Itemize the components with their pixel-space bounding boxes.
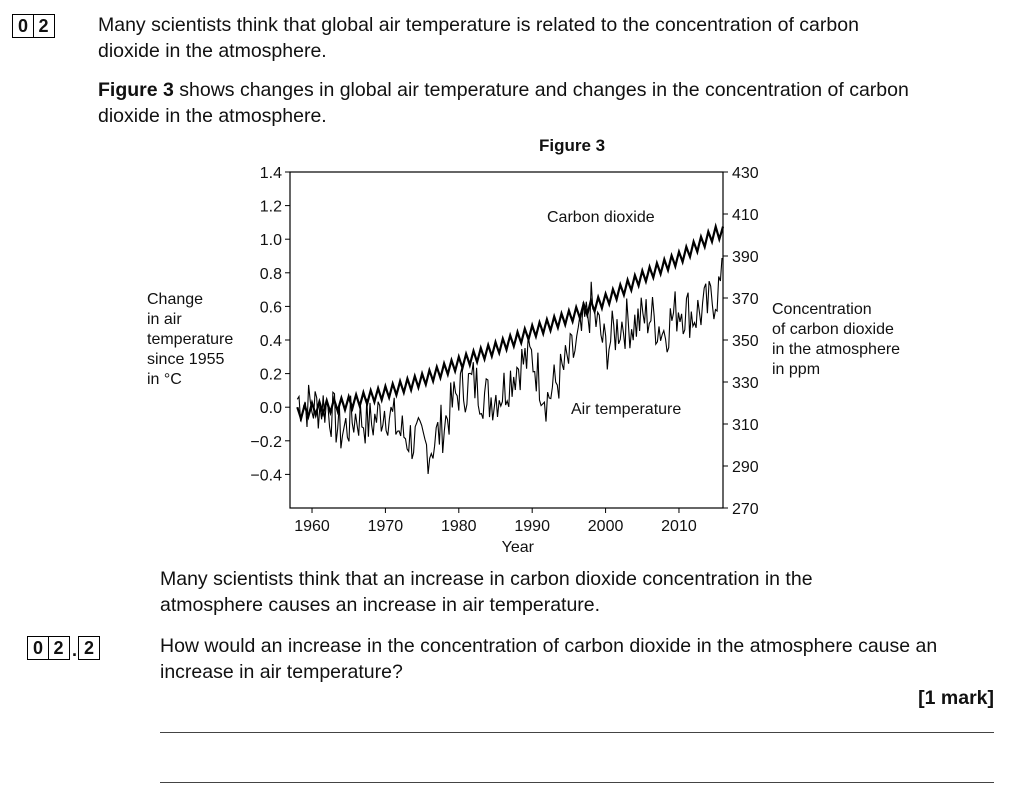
marks-label: [1 mark] [918,687,994,709]
statement-text: Many scientists think that an increase i… [160,568,813,616]
left-axis-tick-label: 1.0 [260,232,282,249]
left-axis-title-line: in air [147,311,182,328]
subquestion-number-digit: 0 [27,636,49,660]
question-number-box: 0 2 [12,14,55,38]
answer-line[interactable] [160,732,994,733]
right-axis-title-line: in ppm [772,361,820,378]
subquestion-number-digit: 2 [47,636,70,660]
right-axis-tick-label: 270 [732,501,759,518]
left-axis-tick-label: −0.4 [250,467,282,484]
x-axis-title: Year [502,539,535,556]
x-axis-tick-label: 1990 [514,518,550,535]
left-axis-tick-label: −0.2 [250,434,282,451]
figure-reference-bold: Figure 3 [98,79,174,101]
temperature-series-line [296,257,723,475]
co2-series-line [296,222,725,423]
figure-reference-paragraph: Figure 3 shows changes in global air tem… [98,78,928,129]
co2-series-label: Carbon dioxide [547,209,655,226]
x-axis-tick-label: 1960 [294,518,330,535]
x-axis-tick-label: 2000 [588,518,624,535]
right-axis-tick-label: 430 [732,165,759,182]
right-axis-tick-label: 390 [732,249,759,266]
left-axis-tick-label: 1.4 [260,165,282,182]
left-axis-tick-label: 1.2 [260,199,282,216]
left-axis-title-line: temperature [147,331,233,348]
left-axis-title-line: in °C [147,371,182,388]
right-axis-title-line: of carbon dioxide [772,321,894,338]
answer-line[interactable] [160,782,994,783]
figure-chart: 1.4 1.2 1.0 0.8 0.6 0.4 0.2 0.0 −0.2 −0.4 430 410 39… [147,165,900,556]
left-axis-tick-label: 0.6 [260,299,282,316]
right-axis-title-line: in the atmosphere [772,341,900,358]
right-axis-tick-label: 370 [732,291,759,308]
left-axis-title-line: since 1955 [147,351,224,368]
subquestion-number-digit: 2 [78,636,100,660]
right-axis-tick-label: 310 [732,417,759,434]
left-axis-tick-label: 0.2 [260,367,282,384]
left-axis-tick-label: 0.8 [260,266,282,283]
subquestion-separator: . [71,640,77,660]
x-axis-tick-label: 1980 [441,518,477,535]
right-axis-title-line: Concentration [772,301,872,318]
question-number-digit: 2 [32,14,55,38]
temperature-series-label: Air temperature [571,401,681,418]
left-axis-tick-label: 0.0 [260,400,282,417]
x-axis-tick-label: 2010 [661,518,697,535]
right-axis-tick-label: 330 [732,375,759,392]
left-axis-tick-label: 0.4 [260,333,282,350]
right-axis-tick-label: 290 [732,459,759,476]
x-axis-tick-label: 1970 [368,518,404,535]
figure-title: Figure 3 [539,136,606,155]
left-axis-title-line: Change [147,291,203,308]
right-axis-tick-label: 410 [732,207,759,224]
right-axis-tick-label: 350 [732,333,759,350]
subquestion-number-box: 0 2 . 2 [27,636,100,660]
question-intro: Many scientists think that global air te… [98,14,859,62]
figure-reference-text: shows changes in global air temperature … [98,79,909,127]
subquestion-text: How would an increase in the concentrati… [160,635,938,683]
